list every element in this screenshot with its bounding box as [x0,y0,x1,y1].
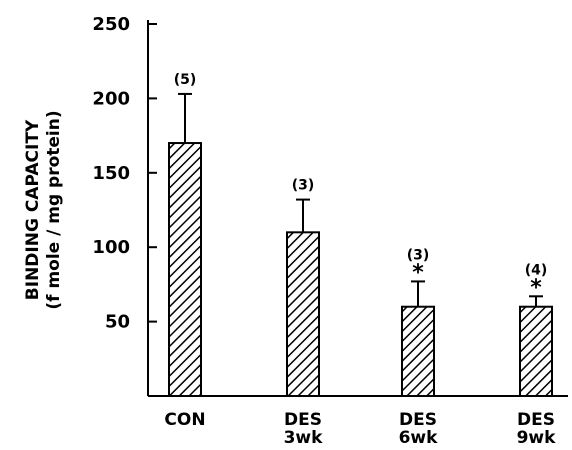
y-tick-label: 150 [92,163,130,184]
significance-marker: * [530,275,542,300]
x-category-label: DES [517,410,555,430]
y-tick-label: 250 [92,14,130,35]
x-category-label: DES [284,410,322,430]
x-category-label: 6wk [399,428,439,448]
significance-marker: * [412,260,424,285]
y-axis-ticks: 50 100 150 200 250 [92,14,157,333]
x-category-label: CON [164,410,205,430]
y-axis-title-line: (f mole / mg protein) [44,110,64,309]
chart-axes [147,20,568,397]
y-tick-label: 200 [92,88,130,109]
x-category-label: 3wk [284,428,324,448]
bar [168,142,202,397]
chart-bars: (5)(3)*(3)*(4) [168,72,553,397]
bar [401,305,435,397]
bar [286,231,320,397]
sample-size-label: (3) [407,247,430,263]
y-axis-label: BINDING CAPACITY (f mole / mg protein) [23,110,64,309]
sample-size-label: (3) [292,178,315,194]
x-category-label: 9wk [517,428,557,448]
y-tick-label: 50 [105,312,130,333]
sample-size-label: (5) [174,72,197,88]
y-axis-title-line: BINDING CAPACITY [23,119,43,300]
y-axis-title: BINDING CAPACITY (f mole / mg protein) [23,110,64,309]
x-category-label: DES [399,410,437,430]
sample-size-label: (4) [525,262,548,278]
y-tick-label: 100 [92,237,130,258]
bar [519,305,553,397]
